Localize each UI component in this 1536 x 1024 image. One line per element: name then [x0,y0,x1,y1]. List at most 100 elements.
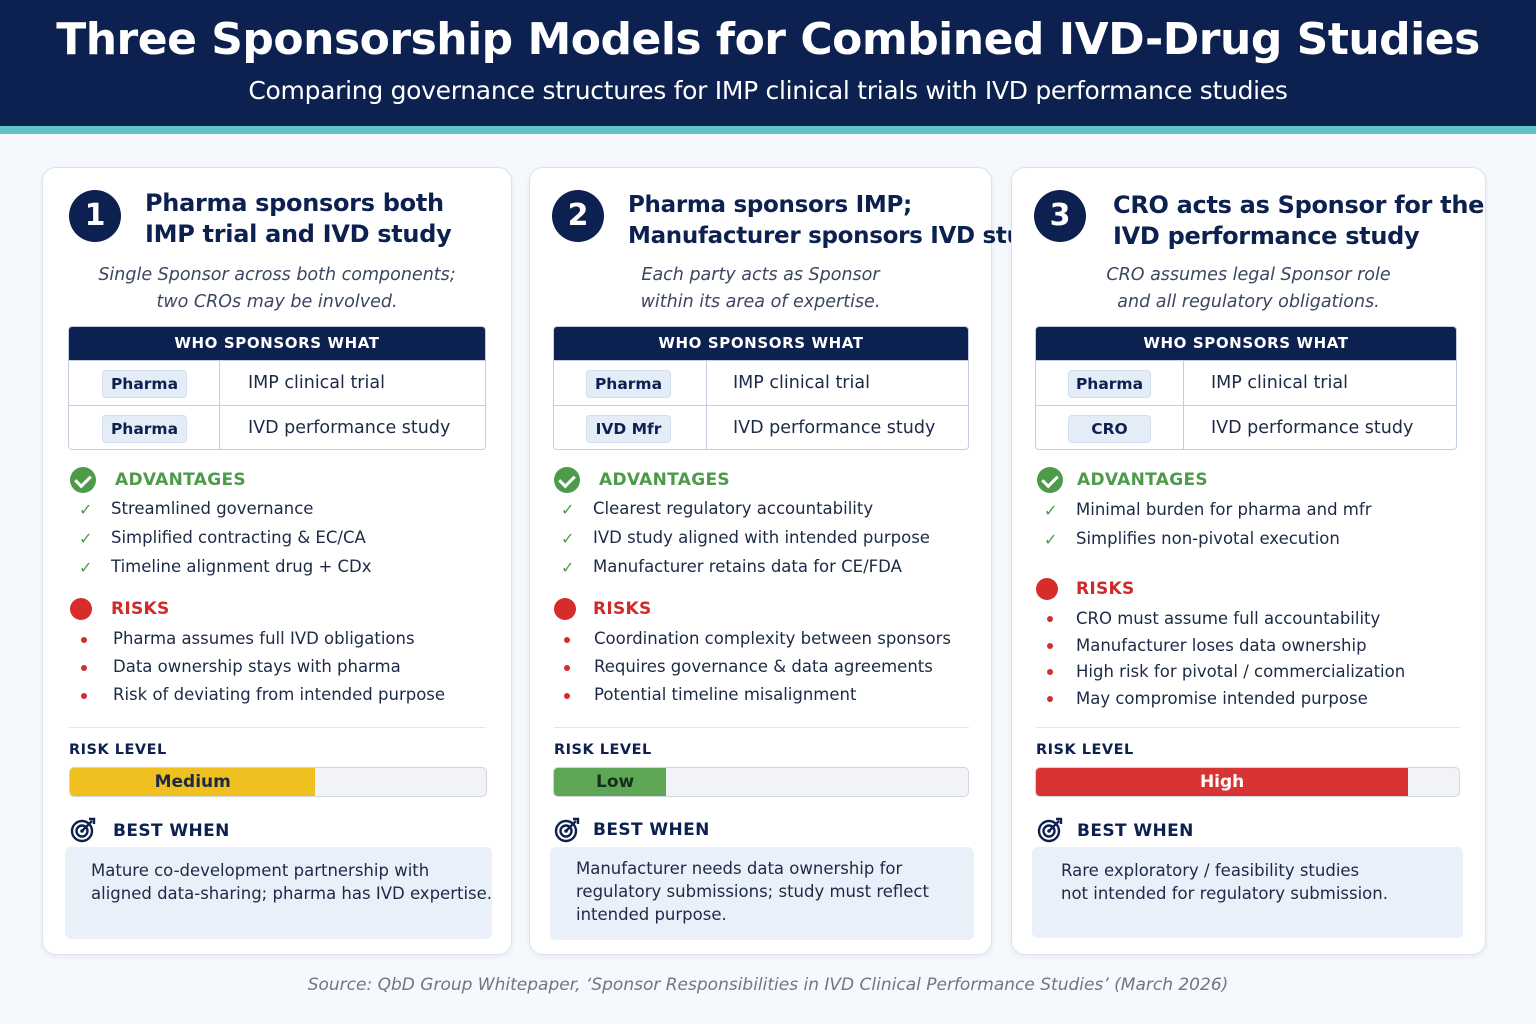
advantages-heading: ADVANTAGES [599,470,730,490]
risks-heading: RISKS [111,599,170,619]
risk-item: Requires governance & data agreements [594,657,933,676]
bullet-icon [564,693,570,699]
column-divider [706,361,707,405]
check-icon: ✓ [561,500,575,519]
who-sponsors-table: WHO SPONSORS WHAT Pharma IMP clinical tr… [1035,326,1457,450]
model-title-line: Pharma sponsors both [145,189,444,217]
risk-level-bar: Low [553,767,969,797]
best-when-line: not intended for regulatory submission. [1061,884,1388,903]
advantage-item: Minimal burden for pharma and mfr [1076,500,1372,519]
risk-level-value: Low [596,772,635,792]
model-title: Pharma sponsors both IMP trial and IVD s… [145,188,497,250]
advantage-item: Clearest regulatory accountability [593,499,874,518]
target-icon [1037,817,1063,843]
source-citation: Source: QbD Group Whitepaper, ‘Sponsor R… [307,975,1229,995]
page-title: Three Sponsorship Models for Combined IV… [56,14,1480,65]
risk-dot-icon [70,598,92,620]
advantage-item: Simplifies non-pivotal execution [1076,529,1340,548]
description-line: within its area of expertise. [640,292,881,312]
who-sponsors-table: WHO SPONSORS WHAT Pharma IMP clinical tr… [68,326,486,450]
bullet-icon [1047,643,1053,649]
model-card-3: 3 CRO acts as Sponsor for the IVD perfor… [1011,167,1486,955]
description-line: and all regulatory obligations. [1117,292,1380,312]
risk-level-bar: High [1035,767,1460,797]
model-card-2: 2 Pharma sponsors IMP; Manufacturer spon… [529,167,1054,955]
risk-item: Coordination complexity between sponsors [594,629,951,648]
risks-heading: RISKS [593,599,652,619]
sponsored-item: IMP clinical trial [248,373,385,393]
model-title-line: CRO acts as Sponsor for the [1113,191,1485,219]
risk-level-value: High [1199,772,1245,792]
table-row: Pharma IMP clinical trial [1036,360,1456,405]
model-title: Pharma sponsors IMP; Manufacturer sponso… [628,190,1054,252]
check-icon: ✓ [1044,501,1058,520]
sponsored-item: IVD performance study [1211,418,1414,438]
risk-level-bar: Medium [69,767,487,797]
advantages-heading: ADVANTAGES [1077,470,1208,490]
risk-dot-icon [1036,578,1058,600]
advantage-item: Simplified contracting & EC/CA [111,528,366,547]
best-when-line: Mature co-development partnership with [91,861,430,880]
model-number-badge: 1 [69,190,121,242]
who-sponsors-table: WHO SPONSORS WHAT Pharma IMP clinical tr… [553,326,969,450]
table-header: WHO SPONSORS WHAT [1036,327,1456,360]
model-description: CRO assumes legal Sponsor role and all r… [1028,262,1469,316]
risk-level-fill [70,768,316,796]
target-icon [554,817,580,843]
bullet-icon [564,637,570,643]
risk-item: CRO must assume full accountability [1076,609,1381,628]
sponsor-pill: CRO [1068,415,1151,443]
check-icon: ✓ [561,558,575,577]
sponsor-pill: Pharma [1068,370,1151,398]
model-title: CRO acts as Sponsor for the IVD performa… [1113,190,1485,252]
model-title-line: IMP trial and IVD study [145,220,452,248]
divider [69,727,485,728]
table-header: WHO SPONSORS WHAT [69,327,485,360]
model-number-badge: 3 [1034,190,1086,242]
model-title-line: Pharma sponsors IMP; [628,192,912,218]
column-divider [1183,406,1184,449]
advantage-item: Timeline alignment drug + CDx [111,557,372,576]
risk-item: May compromise intended purpose [1076,689,1368,708]
sponsor-pill: IVD Mfr [586,415,671,443]
best-when-heading: BEST WHEN [1077,821,1194,841]
table-row: CRO IVD performance study [1036,405,1456,449]
column-divider [706,406,707,449]
advantage-item: Manufacturer retains data for CE/FDA [593,557,902,576]
model-title-line: IVD performance study [1113,222,1420,250]
risk-level-fill [1036,768,1409,796]
best-when-box: Rare exploratory / feasibility studies n… [1032,847,1463,938]
risk-level-value: Medium [154,772,231,792]
risk-item: Risk of deviating from intended purpose [113,685,446,704]
header-accent-stripe [0,126,1536,134]
check-icon: ✓ [79,500,93,519]
best-when-heading: BEST WHEN [593,820,710,840]
advantage-item: IVD study aligned with intended purpose [593,528,930,547]
table-row: Pharma IMP clinical trial [554,360,968,405]
bullet-icon [1047,696,1053,702]
risk-item: High risk for pivotal / commercializatio… [1076,662,1406,681]
best-when-line: intended purpose. [576,905,727,924]
sponsored-item: IMP clinical trial [1211,373,1348,393]
bullet-icon [81,693,87,699]
best-when-line: Rare exploratory / feasibility studies [1061,861,1360,880]
check-icon: ✓ [79,529,93,548]
column-divider [219,406,220,449]
check-circle-icon [70,467,96,493]
bullet-icon [1047,616,1053,622]
check-circle-icon [1037,467,1063,493]
sponsored-item: IMP clinical trial [733,373,870,393]
model-description: Each party acts as Sponsor within its ar… [546,262,975,316]
column-divider [219,361,220,405]
table-row: Pharma IVD performance study [69,405,485,449]
bullet-icon [1047,669,1053,675]
model-card-1: 1 Pharma sponsors both IMP trial and IVD… [42,167,512,955]
divider [554,727,969,728]
sponsored-item: IVD performance study [248,418,451,438]
table-row: Pharma IMP clinical trial [69,360,485,405]
advantages-heading: ADVANTAGES [115,470,246,490]
page-subtitle: Comparing governance structures for IMP … [248,76,1288,105]
header-banner: Three Sponsorship Models for Combined IV… [0,0,1536,126]
risk-item: Pharma assumes full IVD obligations [113,629,415,648]
description-line: Single Sponsor across both components; [98,265,456,285]
